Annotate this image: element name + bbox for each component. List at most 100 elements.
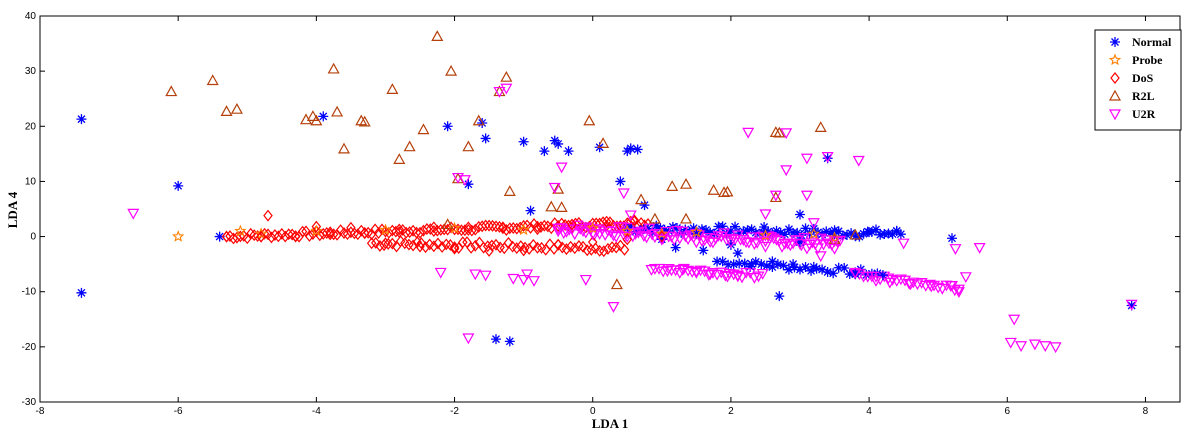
legend-label-dos: DoS xyxy=(1132,71,1154,85)
point-r2l xyxy=(707,184,720,195)
point-dos xyxy=(603,242,613,255)
point-u2r xyxy=(793,239,807,250)
point-u2r xyxy=(869,276,883,287)
y-axis-label: LDA 4 xyxy=(5,191,20,228)
point-u2r xyxy=(780,128,793,140)
point-dos xyxy=(532,220,543,233)
point-dos xyxy=(416,237,427,250)
point-normal xyxy=(783,264,794,275)
point-u2r xyxy=(814,251,827,263)
legend-entry-r2l: R2L xyxy=(1108,89,1155,103)
point-normal xyxy=(822,266,833,277)
point-normal xyxy=(947,233,957,244)
point-u2r xyxy=(907,277,920,289)
point-u2r xyxy=(737,235,750,247)
point-u2r xyxy=(773,236,786,247)
point-normal xyxy=(730,221,741,232)
series-probe xyxy=(171,221,841,243)
point-u2r xyxy=(521,269,534,281)
point-u2r xyxy=(759,236,772,248)
legend-entry-u2r: U2R xyxy=(1108,107,1156,121)
point-dos xyxy=(518,219,529,232)
point-u2r xyxy=(615,222,628,234)
point-normal xyxy=(1126,300,1137,311)
legend-entry-normal: Normal xyxy=(1110,35,1172,49)
point-r2l xyxy=(327,62,340,74)
point-normal xyxy=(846,228,857,239)
point-u2r xyxy=(698,266,711,278)
point-dos xyxy=(619,243,630,256)
point-normal xyxy=(518,136,529,147)
point-u2r xyxy=(1039,341,1052,352)
point-u2r xyxy=(434,267,447,279)
point-normal xyxy=(655,223,666,234)
point-u2r xyxy=(694,265,707,277)
point-u2r xyxy=(127,208,140,220)
point-u2r xyxy=(604,226,617,238)
point-u2r xyxy=(811,243,824,255)
point-u2r xyxy=(936,283,949,295)
point-normal xyxy=(788,259,799,270)
point-normal xyxy=(808,261,819,272)
data-points xyxy=(76,30,1138,354)
point-dos xyxy=(480,219,491,232)
point-u2r xyxy=(1125,299,1138,311)
point-normal xyxy=(670,242,681,253)
point-probe xyxy=(379,223,392,236)
point-u2r xyxy=(560,227,573,238)
point-dos xyxy=(498,222,508,235)
point-u2r xyxy=(557,228,570,240)
point-dos xyxy=(582,244,592,257)
point-normal xyxy=(789,262,800,273)
point-dos xyxy=(528,238,539,251)
point-u2r xyxy=(507,273,520,285)
point-normal xyxy=(746,224,757,235)
point-dos xyxy=(484,244,494,257)
point-u2r xyxy=(527,276,541,287)
point-dos xyxy=(433,237,443,250)
point-u2r xyxy=(828,236,841,248)
point-u2r xyxy=(673,233,686,245)
y-tick-label: -30 xyxy=(22,397,37,408)
point-dos xyxy=(383,237,393,250)
y-tick-label: -10 xyxy=(22,287,37,298)
point-u2r xyxy=(632,227,645,239)
series-u2r xyxy=(127,83,1138,354)
x-tick-label: -4 xyxy=(312,406,321,417)
point-dos xyxy=(371,236,381,249)
point-dos xyxy=(587,236,598,249)
point-dos xyxy=(466,241,476,254)
point-r2l xyxy=(206,74,219,86)
point-u2r xyxy=(469,269,482,281)
point-u2r xyxy=(803,239,816,251)
y-tick-label: 30 xyxy=(25,66,37,77)
point-r2l xyxy=(331,105,344,117)
point-u2r xyxy=(653,263,666,275)
point-normal xyxy=(817,264,828,275)
point-probe xyxy=(310,224,323,237)
point-normal xyxy=(771,225,782,236)
point-dos xyxy=(482,240,493,253)
point-normal xyxy=(871,224,881,235)
legend-label-normal: Normal xyxy=(1132,35,1172,49)
point-u2r xyxy=(637,231,650,242)
point-normal xyxy=(821,226,832,237)
series-band-u2r xyxy=(648,263,769,284)
point-dos xyxy=(304,229,315,242)
point-u2r xyxy=(949,244,962,255)
point-normal xyxy=(728,259,739,270)
point-normal xyxy=(750,256,761,267)
point-u2r xyxy=(828,243,841,255)
point-dos xyxy=(394,226,405,239)
point-u2r xyxy=(704,237,717,248)
point-r2l xyxy=(545,200,558,212)
x-axis-label: LDA 1 xyxy=(592,416,628,431)
series-band-u2r xyxy=(552,220,847,255)
point-normal xyxy=(742,225,753,236)
point-u2r xyxy=(780,165,793,177)
point-normal xyxy=(734,228,745,239)
point-u2r xyxy=(577,226,590,237)
point-r2l xyxy=(337,142,351,154)
legend-entry-probe: Probe xyxy=(1108,53,1163,67)
point-normal xyxy=(723,259,734,270)
